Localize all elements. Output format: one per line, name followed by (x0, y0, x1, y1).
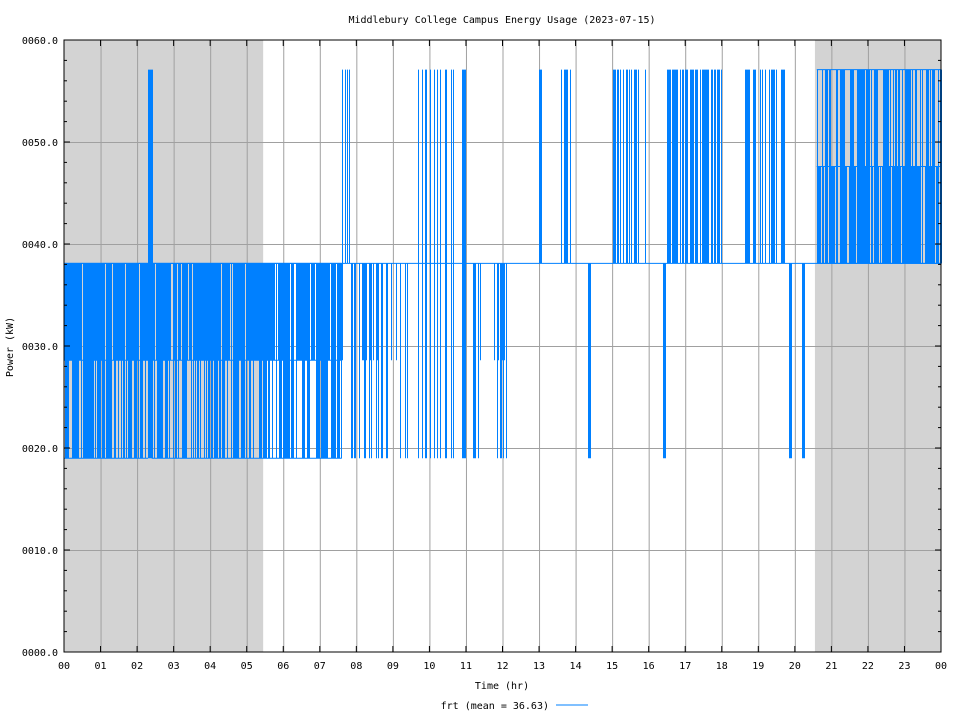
x-tick-label: 14 (570, 661, 582, 672)
x-tick-label: 19 (752, 661, 764, 672)
x-tick-label: 13 (533, 661, 545, 672)
chart-title: Middlebury College Campus Energy Usage (… (348, 15, 655, 26)
y-tick-label: 0040.0 (22, 240, 58, 251)
x-tick-label: 06 (277, 661, 289, 672)
ticks: 00 01 02 03 04 05 06 07 08 09 10 11 12 13 14 15 16 17 18 19… (22, 36, 947, 672)
x-tick-label: 21 (825, 661, 837, 672)
x-tick-label: 08 (350, 661, 362, 672)
x-tick-label: 20 (789, 661, 801, 672)
x-tick-label: 09 (387, 661, 399, 672)
y-tick-label: 0060.0 (22, 36, 58, 47)
x-tick-label: 07 (314, 661, 326, 672)
y-tick-label: 0010.0 (22, 546, 58, 557)
x-axis-label: Time (hr) (475, 681, 529, 692)
y-axis-label: Power (kW) (5, 317, 16, 377)
x-tick-label: 12 (496, 661, 508, 672)
x-tick-label: 10 (423, 661, 435, 672)
x-tick-label: 23 (898, 661, 910, 672)
x-tick-label: 04 (204, 661, 216, 672)
x-tick-label: 17 (679, 661, 691, 672)
x-tick-label: 00 (58, 661, 70, 672)
x-tick-label: 05 (241, 661, 253, 672)
x-tick-label: 22 (862, 661, 874, 672)
x-tick-label: 00 (935, 661, 947, 672)
y-tick-label: 0050.0 (22, 138, 58, 149)
x-tick-label: 15 (606, 661, 618, 672)
series-frt (64, 69, 942, 459)
legend-label: frt (mean = 36.63) (441, 701, 549, 712)
x-tick-label: 02 (131, 661, 143, 672)
y-tick-label: 0000.0 (22, 648, 58, 659)
y-tick-label: 0020.0 (22, 444, 58, 455)
x-tick-label: 16 (643, 661, 655, 672)
x-tick-label: 03 (168, 661, 180, 672)
x-tick-label: 11 (460, 661, 472, 672)
x-tick-label: 18 (716, 661, 728, 672)
x-tick-label: 01 (95, 661, 107, 672)
y-tick-label: 0030.0 (22, 342, 58, 353)
